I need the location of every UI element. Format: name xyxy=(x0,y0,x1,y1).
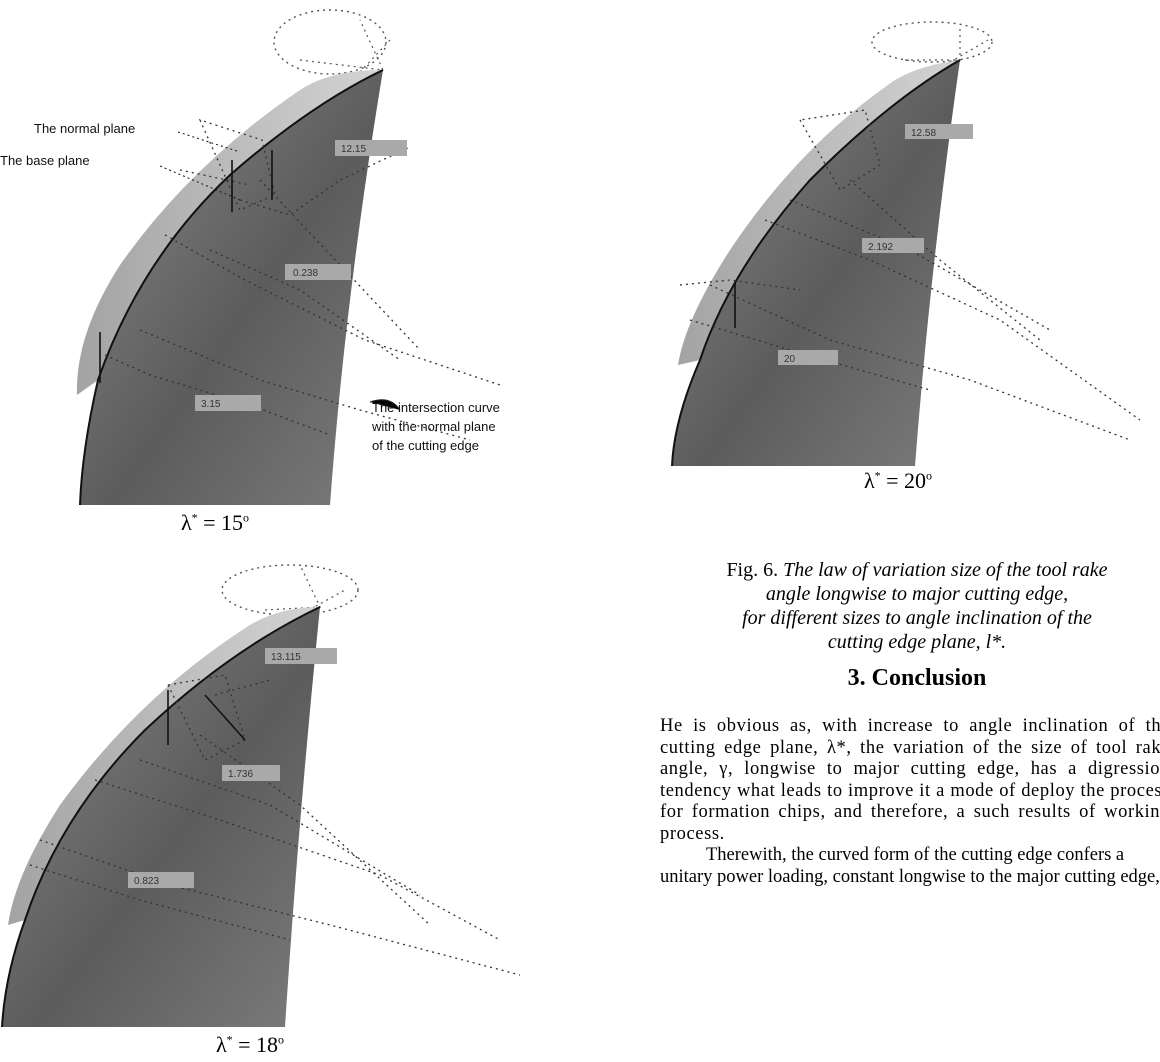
dim-value: 12.15 xyxy=(341,144,366,155)
figure-panel-lambda-15: 12.15 0.238 3.15 The normal plane The ba… xyxy=(0,9,501,506)
dim-value: 20 xyxy=(784,354,796,365)
annotation-base-plane: The base plane xyxy=(0,153,90,168)
annotation-normal-plane: The normal plane xyxy=(34,121,135,136)
annotation-intersection-1: The intersection curve xyxy=(372,400,500,415)
dim-value: 0.823 xyxy=(134,876,159,887)
dim-value: 12.58 xyxy=(911,128,936,139)
flank-face xyxy=(80,70,383,505)
section-title: 3. Conclusion xyxy=(847,665,987,691)
dim-value: 3.15 xyxy=(201,399,221,410)
annotation-intersection-3: of the cutting edge xyxy=(372,438,479,453)
lambda-label-20: λ* = 20o xyxy=(863,468,933,493)
caption-line: cutting edge plane, l*. xyxy=(827,631,1007,653)
dim-value: 1.736 xyxy=(228,769,253,780)
paragraph: He is obvious as, with increase to angle… xyxy=(660,716,1160,844)
figure-panel-lambda-18: 13.115 1.736 0.823 xyxy=(1,564,521,1028)
caption-line: for different sizes to angle inclination… xyxy=(742,607,1092,629)
caption-prefix: Fig. 6. xyxy=(726,559,784,581)
dim-value: 0.238 xyxy=(293,268,318,279)
figure-caption: Fig. 6. The law of variation size of the… xyxy=(652,558,1160,654)
cutting-edge-curve xyxy=(79,69,384,506)
lambda-label-15: λ* = 15o xyxy=(180,510,250,535)
dim-value: 13.115 xyxy=(271,652,301,663)
dim-value: 2.192 xyxy=(868,242,893,253)
figure-panel-lambda-20: 12.58 2.192 20 xyxy=(671,21,1141,467)
lambda-label-18: λ* = 18o xyxy=(215,1032,285,1057)
apex-dotted-lines xyxy=(299,19,391,73)
paragraph: Therewith, the curved form of the cuttin… xyxy=(660,845,1160,887)
apex-ellipse xyxy=(273,9,387,75)
body-text: He is obvious as, with increase to angle… xyxy=(660,716,1160,888)
caption-line: The law of variation size of the tool ra… xyxy=(783,559,1108,581)
caption-line: angle longwise to major cutting edge, xyxy=(765,583,1069,605)
annotation-intersection-2: with the normal plane xyxy=(371,419,496,434)
